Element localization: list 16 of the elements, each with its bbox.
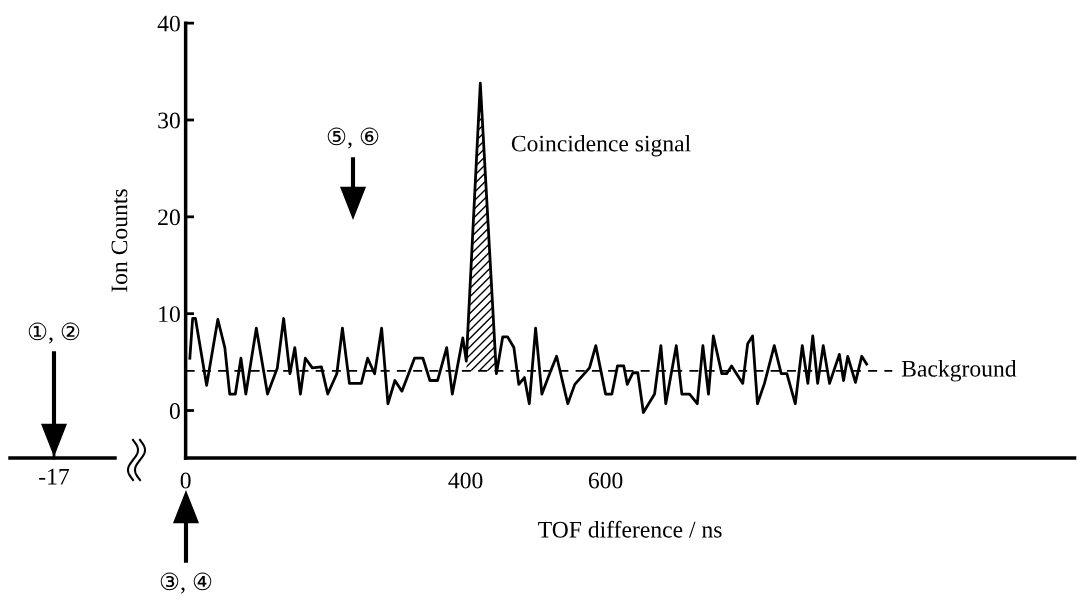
y-tick-label: 10 xyxy=(159,306,180,323)
y-tick-label: 40 xyxy=(157,15,180,32)
text: -17 xyxy=(39,468,70,485)
text: ①, ② xyxy=(28,322,80,344)
y-tick-label: 0 xyxy=(169,403,180,419)
y-tick-label: 20 xyxy=(158,209,180,226)
text: ③, ④ xyxy=(160,572,212,594)
annotation: ⑤, ⑥ xyxy=(327,127,379,149)
annotation: Coincidence signal xyxy=(511,134,691,157)
y-axis-title: Ion Counts xyxy=(111,189,128,292)
y-tick-label: 30 xyxy=(158,112,180,129)
x-tick-label: 0 xyxy=(180,472,191,489)
ref-line-label: Background xyxy=(901,360,1017,382)
x-axis-title: TOF difference / ns xyxy=(538,520,722,538)
x-tick-label: 400 xyxy=(448,472,483,489)
x-tick-label: 600 xyxy=(588,472,623,489)
